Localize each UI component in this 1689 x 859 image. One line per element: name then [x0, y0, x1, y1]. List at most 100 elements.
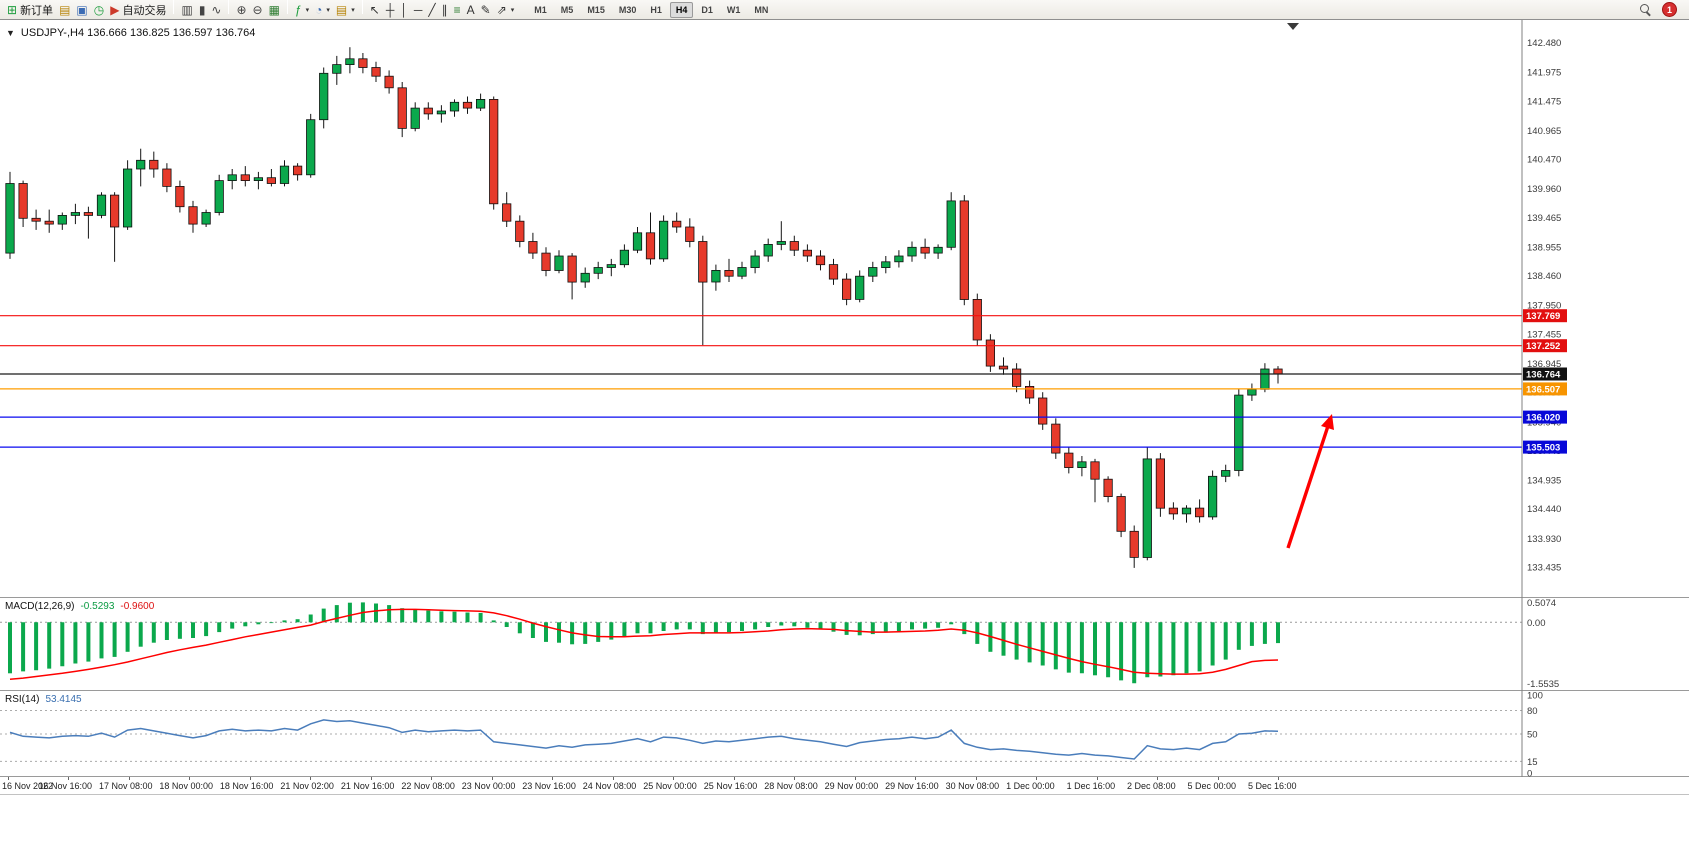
zoom-in-button[interactable]: ⊕ — [233, 1, 249, 19]
toolbar: ⊞ 新订单 ▤ ▣ ◷ ▶ 自动交易 ▥ ▮ ∿ ⊕ ⊖ ▦ ƒ ▾ ◔ ▾ ▤ ▾ ↖ ┼ │ ─ ╱ ∥ ≡ A ✎ ⇗ ▾ M1 M5… — [0, 0, 1689, 20]
zoom-out-button[interactable]: ⊖ — [250, 1, 266, 19]
candlestick-chart-button[interactable]: ▮ — [196, 1, 209, 19]
rsi-panel: 100 80 50 15 0 RSI(14) 53.4145 — [0, 691, 1689, 777]
fibonacci-button[interactable]: ≡ — [451, 1, 464, 19]
horizontal-line-button[interactable]: ─ — [411, 1, 426, 19]
template-icon: ▤ — [335, 3, 348, 17]
line-chart-icon: ∿ — [211, 3, 222, 17]
cursor-button[interactable]: ↖ — [367, 1, 383, 19]
macd-canvas[interactable]: 0.5074 0.00 -1.5535 — [0, 598, 1689, 691]
chart-window-icon: ▤ — [59, 3, 71, 17]
svg-text:135.503: 135.503 — [1526, 443, 1560, 454]
label-button[interactable]: ✎ — [478, 1, 494, 19]
main-chart-panel: 142.480 141.975 141.475 140.965 140.470 139.9… — [0, 20, 1689, 598]
crosshair-button[interactable]: ┼ — [383, 1, 398, 19]
crosshair-icon: ┼ — [385, 3, 395, 17]
vertical-line-button[interactable]: │ — [397, 1, 411, 19]
price-axis-label: 139.465 — [1527, 213, 1561, 224]
toolbar-separator — [361, 0, 363, 14]
indicators-button[interactable]: ƒ ▾ — [292, 1, 312, 19]
rsi-value: 53.4145 — [45, 694, 82, 705]
svg-text:136.020: 136.020 — [1526, 413, 1560, 424]
templates-button[interactable]: ▤ ▾ — [333, 1, 358, 19]
time-tick — [1096, 777, 1098, 780]
timeframe-w1-button[interactable]: W1 — [726, 4, 741, 15]
time-label: 16 Nov 16:00 — [38, 781, 93, 791]
line-chart-button[interactable]: ∿ — [208, 1, 224, 19]
trend-arrow[interactable] — [1286, 414, 1334, 549]
timeframe-m15-button[interactable]: M15 — [587, 4, 605, 15]
time-tick — [552, 777, 554, 780]
rsi-axis-label: 50 — [1527, 730, 1538, 741]
time-label: 1 Dec 00:00 — [1006, 781, 1055, 791]
macd-axis-label: -1.5535 — [1527, 679, 1559, 690]
time-label: 18 Nov 16:00 — [219, 781, 274, 791]
trendline-button[interactable]: ╱ — [425, 1, 438, 19]
strategy-tester-button[interactable]: ▣ — [73, 1, 90, 19]
periods-button[interactable]: ◔ ▾ — [312, 1, 333, 19]
svg-text:137.252: 137.252 — [1526, 341, 1560, 352]
timeframe-m30-button[interactable]: M30 — [618, 4, 637, 15]
rsi-canvas[interactable]: 100 80 50 150 — [0, 691, 1689, 777]
macd-axis-label: 0.00 — [1527, 618, 1546, 629]
price-axis-label: 140.470 — [1527, 155, 1561, 166]
time-label: 23 Nov 00:00 — [461, 781, 516, 791]
text-button[interactable]: A — [464, 1, 478, 19]
timeframe-mn-button[interactable]: MN — [754, 4, 769, 15]
price-axis-label: 141.975 — [1527, 67, 1561, 78]
toolbar-separator — [286, 0, 288, 14]
timeframe-m5-button[interactable]: M5 — [560, 4, 574, 15]
time-label: 29 Nov 00:00 — [824, 781, 879, 791]
price-axis-label: 139.960 — [1527, 184, 1561, 195]
one-click-trading-toggle[interactable]: ▼ — [6, 28, 15, 38]
shift-marker[interactable] — [1287, 23, 1299, 30]
timeframe-h1-button[interactable]: H1 — [650, 4, 662, 15]
new-order-button[interactable]: ⊞ 新订单 — [4, 1, 56, 19]
notification-badge[interactable]: 1 — [1662, 2, 1677, 17]
chevron-down-icon: ▾ — [326, 7, 330, 14]
label-icon: ✎ — [480, 3, 491, 17]
price-axis-label: 137.950 — [1527, 301, 1561, 312]
channel-button[interactable]: ∥ — [439, 1, 451, 19]
time-tick — [1157, 777, 1159, 780]
arrows-button[interactable]: ⇗ ▾ — [494, 1, 518, 19]
chart-window-button[interactable]: ▤ — [56, 1, 73, 19]
price-axis-label: 138.955 — [1527, 243, 1561, 254]
fibonacci-icon: ≡ — [453, 3, 461, 17]
price-tag: 135.503 — [1523, 440, 1567, 454]
candles-group — [5, 47, 1283, 568]
chart-title: ▼ USDJPY-,H4 136.666 136.825 136.597 136… — [6, 27, 255, 39]
time-tick — [370, 777, 372, 780]
vertical-line-icon: │ — [400, 3, 408, 17]
timeframe-d1-button[interactable]: D1 — [701, 4, 713, 15]
time-tick — [68, 777, 70, 780]
rsi-axis-label: 80 — [1527, 706, 1538, 717]
main-chart-canvas[interactable]: 142.480 141.975 141.475 140.965 140.470 139.9… — [0, 20, 1689, 598]
macd-value-signal: -0.9600 — [120, 601, 155, 612]
search-icon[interactable] — [1640, 3, 1652, 16]
time-label: 25 Nov 16:00 — [703, 781, 758, 791]
arrows-icon: ⇗ — [496, 3, 507, 17]
time-label: 22 Nov 08:00 — [401, 781, 455, 791]
price-axis-label: 134.440 — [1527, 504, 1561, 515]
svg-text:137.769: 137.769 — [1526, 311, 1560, 322]
time-tick — [975, 777, 977, 780]
tile-windows-button[interactable]: ▦ — [266, 1, 283, 19]
macd-histogram — [8, 602, 1280, 684]
zoom-out-icon: ⊖ — [252, 3, 263, 17]
text-icon: A — [466, 3, 475, 17]
time-axis[interactable]: 16 Nov 2022 16 Nov 16:00 17 Nov 08:00 18 No… — [0, 777, 1689, 795]
time-tick — [431, 777, 433, 780]
bar-chart-button[interactable]: ▥ — [178, 1, 195, 19]
time-label: 21 Nov 16:00 — [340, 781, 395, 791]
auto-trading-button[interactable]: ▶ 自动交易 — [107, 1, 169, 19]
time-tick — [491, 777, 493, 780]
price-axis-label: 142.480 — [1527, 38, 1561, 49]
time-label: 1 Dec 16:00 — [1066, 781, 1116, 791]
timeframe-h4-button[interactable]: H4 — [669, 1, 694, 18]
tile-windows-icon: ▦ — [268, 3, 280, 17]
timeframe-m1-button[interactable]: M1 — [534, 4, 547, 15]
time-tick — [189, 777, 191, 780]
time-label: 2 Dec 08:00 — [1127, 781, 1176, 791]
market-watch-button[interactable]: ◷ — [91, 1, 107, 19]
